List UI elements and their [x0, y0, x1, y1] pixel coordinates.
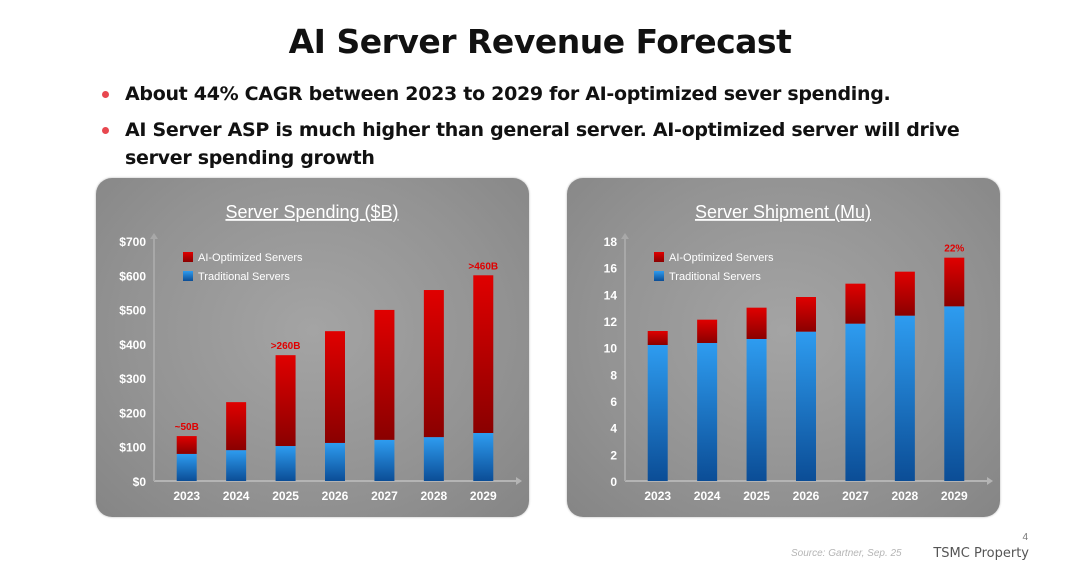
y-tick-label: $200: [119, 406, 146, 420]
y-tick-label: $600: [119, 269, 146, 283]
x-tick-label: 2025: [743, 489, 770, 503]
bar-traditional-2027: [845, 323, 866, 481]
y-tick-label: 6: [610, 395, 617, 409]
data-annotation: 22%: [944, 244, 964, 255]
bullet-item: About 44% CAGR between 2023 to 2029 for …: [100, 80, 980, 108]
x-axis-arrow-icon: [516, 477, 522, 485]
bar-ai-optimized-2029: [473, 275, 494, 433]
y-tick-label: 16: [604, 262, 618, 276]
bar-ai-optimized-2024: [226, 402, 247, 451]
page-number: 4: [1022, 532, 1028, 543]
bar-ai-optimized-2025: [746, 307, 767, 339]
x-tick-label: 2028: [892, 489, 919, 503]
bar-ai-optimized-2027: [845, 283, 866, 324]
legend-label-traditional-servers: Traditional Servers: [669, 271, 761, 283]
bar-traditional-2028: [894, 315, 915, 481]
x-tick-label: 2028: [421, 489, 448, 503]
legend-label-traditional-servers: Traditional Servers: [198, 271, 290, 283]
data-annotation: >460B: [468, 261, 498, 272]
chart-title: Server Shipment (Mu): [695, 202, 871, 222]
y-tick-label: $500: [119, 304, 146, 318]
y-axis-arrow-icon: [150, 233, 158, 239]
x-tick-label: 2023: [173, 489, 200, 503]
source-note: Source: Gartner, Sep. 25: [791, 548, 902, 559]
bullet-list: About 44% CAGR between 2023 to 2029 for …: [100, 80, 980, 180]
bar-traditional-2024: [226, 450, 247, 481]
slide-title: AI Server Revenue Forecast: [288, 22, 792, 61]
bullet-dot-icon: [102, 91, 109, 98]
x-tick-label: 2029: [470, 489, 497, 503]
bullet-text: About 44% CAGR between 2023 to 2029 for …: [125, 83, 891, 105]
legend-swatch-ai-optimized-servers: [654, 252, 664, 262]
bar-traditional-2028: [423, 437, 444, 481]
bar-ai-optimized-2024: [697, 319, 718, 343]
bar-ai-optimized-2023: [176, 436, 197, 454]
server-shipment-chart-panel: Server Shipment (Mu) 0 2 4 6 8 10 12 14 16 18 2023 2…: [567, 178, 1000, 517]
bar-traditional-2025: [275, 446, 296, 481]
server-spending-chart: Server Spending ($B) $0 $100 $200 $300 $400 $5…: [119, 202, 522, 503]
x-axis-arrow-icon: [987, 477, 993, 485]
y-tick-label: $700: [119, 235, 146, 249]
server-spending-chart-panel: Server Spending ($B) $0 $100 $200 $300 $400 $5…: [96, 178, 529, 517]
bullet-item: AI Server ASP is much higher than genera…: [100, 116, 980, 172]
x-tick-label: 2027: [371, 489, 398, 503]
bar-ai-optimized-2027: [374, 309, 395, 440]
bar-ai-optimized-2028: [423, 290, 444, 438]
bar-traditional-2027: [374, 439, 395, 481]
bullet-text: AI Server ASP is much higher than genera…: [125, 119, 960, 169]
x-tick-label: 2029: [941, 489, 968, 503]
bar-traditional-2025: [746, 339, 767, 481]
x-tick-label: 2025: [272, 489, 299, 503]
bar-ai-optimized-2025: [275, 355, 296, 447]
y-tick-label: $0: [133, 475, 147, 489]
bar-ai-optimized-2029: [944, 257, 965, 307]
y-tick-label: 8: [610, 368, 617, 382]
y-tick-label: 12: [604, 315, 618, 329]
bar-traditional-2029: [944, 306, 965, 481]
bar-traditional-2023: [647, 345, 668, 481]
x-tick-label: 2026: [322, 489, 349, 503]
legend-label-ai-optimized-servers: AI-Optimized Servers: [669, 252, 774, 264]
data-annotation: ~50B: [175, 422, 199, 433]
bar-traditional-2026: [796, 331, 816, 481]
server-shipment-chart: Server Shipment (Mu) 0 2 4 6 8 10 12 14 16 18 2023 2…: [604, 202, 993, 503]
bar-ai-optimized-2023: [647, 331, 668, 345]
legend-swatch-ai-optimized-servers: [183, 252, 193, 262]
x-tick-label: 2027: [842, 489, 869, 503]
bar-traditional-2026: [325, 442, 345, 481]
y-tick-label: 10: [604, 342, 618, 356]
legend-swatch-traditional-servers: [654, 271, 664, 281]
y-tick-label: 18: [604, 235, 618, 249]
y-axis-arrow-icon: [621, 233, 629, 239]
x-tick-label: 2024: [223, 489, 250, 503]
x-tick-label: 2024: [694, 489, 721, 503]
bar-ai-optimized-2026: [325, 331, 345, 443]
y-tick-label: 2: [610, 448, 617, 462]
y-tick-label: $400: [119, 338, 146, 352]
legend-label-ai-optimized-servers: AI-Optimized Servers: [198, 252, 303, 264]
bar-traditional-2029: [473, 433, 494, 481]
bar-traditional-2023: [176, 453, 197, 481]
bar-ai-optimized-2026: [796, 297, 816, 332]
x-tick-label: 2026: [793, 489, 820, 503]
y-tick-label: 0: [610, 475, 617, 489]
chart-title: Server Spending ($B): [225, 202, 398, 222]
y-tick-label: $300: [119, 372, 146, 386]
bar-ai-optimized-2028: [894, 271, 915, 316]
legend-swatch-traditional-servers: [183, 271, 193, 281]
y-tick-label: 4: [610, 422, 617, 436]
x-tick-label: 2023: [644, 489, 671, 503]
y-tick-label: 14: [604, 288, 618, 302]
bullet-dot-icon: [102, 127, 109, 134]
y-tick-label: $100: [119, 441, 146, 455]
bar-traditional-2024: [697, 343, 718, 481]
data-annotation: >260B: [271, 341, 301, 352]
property-label: TSMC Property: [933, 546, 1029, 561]
